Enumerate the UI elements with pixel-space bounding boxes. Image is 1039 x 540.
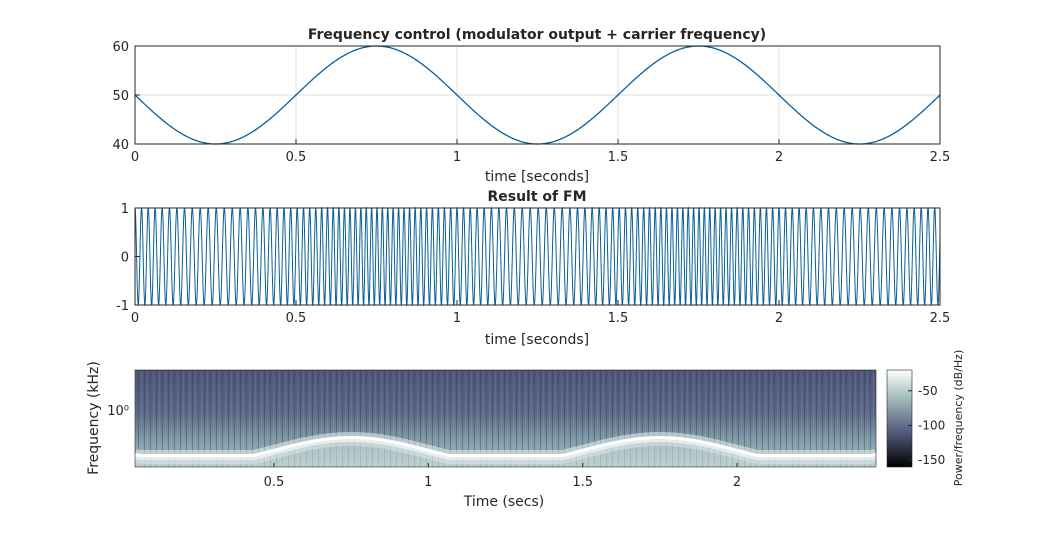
panel1-x-tick-label: 0.5 (286, 150, 307, 165)
panel2-y-tick-label: 0 (121, 251, 129, 266)
panel1-x-axis-label: time [seconds] (485, 169, 589, 185)
panel2-x-tick-label: 2 (775, 311, 783, 326)
panel2-x-tick-label: 2.5 (930, 311, 951, 326)
panel1-point (818, 129, 820, 131)
panel2-x-tick-label: 0 (131, 311, 139, 326)
fm-result-panel: Result of FM 0 0.5 1 1.5 2 2.5 -101 time [sec… (116, 189, 950, 348)
panel2-x-axis-label: time [seconds] (485, 332, 589, 348)
panel1-point (456, 94, 458, 96)
panel1-y-tick-label: 40 (112, 138, 129, 153)
panel1-y-tick-label: 60 (112, 40, 129, 55)
colorbar: -50 -100 -150 Power/frequency (dB/Hz) (886, 350, 965, 487)
panel2-title: Result of FM (487, 189, 586, 205)
colorbar-ticks: -50 -100 -150 (908, 384, 945, 467)
panel2-y-ticks: -1 0 1 (116, 202, 140, 314)
panel1-point (617, 94, 619, 96)
panel1-point (778, 94, 780, 96)
colorbar-gradient (886, 369, 913, 468)
panel1-point (295, 94, 297, 96)
panel1-point (255, 129, 257, 131)
panel2-y-tick-label: 1 (121, 202, 129, 217)
panel2-x-ticks: 0 0.5 1 1.5 2 2.5 (131, 300, 950, 326)
colorbar-label: Power/frequency (dB/Hz) (952, 350, 965, 487)
spectrogram-x-axis-label: Time (secs) (463, 494, 545, 510)
panel2-y-tick-label: -1 (116, 299, 129, 314)
colorbar-tick-label: -150 (918, 453, 945, 467)
spectrogram-axes-box (134, 369, 877, 468)
spectrogram-low-band (135, 439, 876, 467)
panel2-x-tick-label: 0.5 (286, 311, 307, 326)
frequency-control-panel: Frequency control (modulator output + ca… (112, 27, 950, 185)
spectrogram-x-tick-label: 0.5 (264, 475, 285, 490)
spectrogram-x-ticks: 0.5 1 1.5 2 (264, 463, 741, 490)
spectrogram-x-tick-label: 1 (424, 475, 432, 490)
spectrogram-y-axis-label: Frequency (kHz) (86, 361, 102, 475)
panel1-point (496, 129, 498, 131)
panel1-x-tick-label: 2.5 (930, 150, 951, 165)
panel1-point (174, 129, 176, 131)
colorbar-tick-label: -100 (918, 418, 945, 432)
spectrogram-x-tick-label: 1.5 (572, 475, 593, 490)
panel1-point (899, 129, 901, 131)
panel1-point (416, 59, 418, 61)
panel2-x-tick-label: 1 (453, 311, 461, 326)
panel1-point (657, 59, 659, 61)
panel2-series-line (134, 206, 941, 307)
colorbar-tick-label: -50 (918, 384, 938, 398)
panel1-x-tick-label: 1 (453, 150, 461, 165)
panel2-x-tick-label: 1.5 (608, 311, 629, 326)
spectrogram-y-tick-label: 10⁰ (107, 404, 129, 419)
panel1-x-tick-label: 2 (775, 150, 783, 165)
panel1-y-ticks: 40 50 60 (112, 40, 140, 153)
panel1-y-tick-label: 50 (112, 89, 129, 104)
spectrogram-x-tick-label: 2 (733, 475, 741, 490)
panel1-x-ticks: 0 0.5 1 1.5 2 2.5 (131, 139, 950, 165)
panel1-title: Frequency control (modulator output + ca… (308, 27, 766, 43)
spectrogram-panel: 0.5 1 1.5 2 10⁰ Time (secs) Frequency (kHz)… (86, 350, 965, 510)
panel1-x-tick-label: 1.5 (608, 150, 629, 165)
panel1-point (335, 59, 337, 61)
panel1-point (738, 59, 740, 61)
panel1-point (577, 129, 579, 131)
panel1-x-tick-label: 0 (131, 150, 139, 165)
